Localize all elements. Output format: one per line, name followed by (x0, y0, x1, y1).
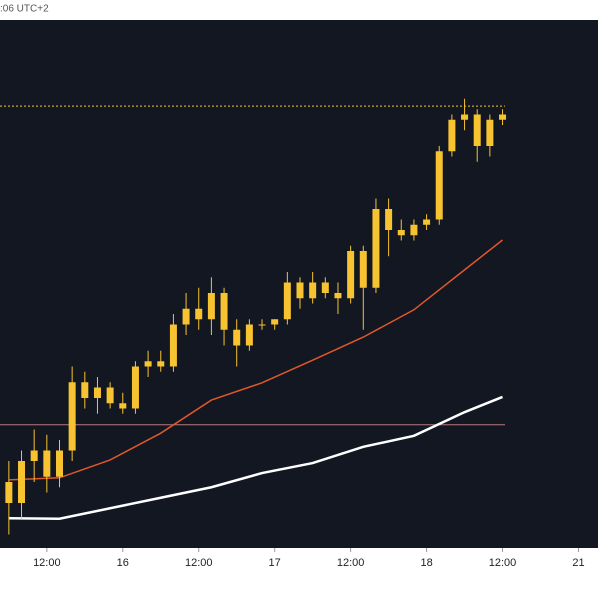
candle-body (448, 119, 456, 152)
candle-body (93, 387, 101, 398)
candle-body (119, 403, 127, 409)
candle-body (144, 361, 152, 367)
candle-body (499, 114, 507, 120)
candle-body (473, 114, 481, 146)
candle-body (334, 293, 342, 299)
candle-body (55, 450, 63, 477)
candle-body (245, 324, 253, 346)
candle-body (397, 230, 405, 236)
moving-average (8, 239, 503, 481)
candle-body (68, 382, 76, 451)
timezone-label: :06 UTC+2 (0, 4, 49, 15)
candle-body (195, 308, 203, 320)
candle-body (321, 282, 329, 293)
candle-body (435, 151, 443, 220)
candle-body (106, 387, 114, 404)
candle-body (18, 461, 26, 503)
x-tick-label: 17 (269, 557, 281, 569)
x-tick-label: 12:00 (33, 557, 61, 569)
candle-body (271, 319, 279, 325)
candle-body (359, 251, 367, 288)
candle-body (169, 324, 177, 367)
candle-body (283, 282, 291, 320)
candle-body (347, 251, 355, 299)
candle-body (182, 308, 190, 325)
moving-average (8, 395, 503, 521)
candle-body (461, 114, 469, 120)
candle-body (258, 324, 266, 326)
candle-body (131, 366, 139, 409)
x-tick-label: 18 (420, 557, 432, 569)
candle-body (220, 293, 228, 330)
candle-body (30, 450, 38, 461)
candle-body (486, 119, 494, 146)
x-tick-label: 12:00 (185, 557, 213, 569)
x-tick-label: 21 (572, 557, 584, 569)
candle-body (207, 293, 215, 320)
candle-body (43, 450, 51, 477)
candle-body (233, 329, 241, 346)
x-tick-label: 12:00 (489, 557, 517, 569)
candle-body (157, 361, 165, 367)
x-tick-label: 12:00 (337, 557, 365, 569)
candle-body (309, 282, 317, 299)
candle-body (423, 219, 431, 225)
candle-body (385, 209, 393, 230)
candle-body (296, 282, 304, 299)
candle-body (372, 209, 380, 288)
candle-body (81, 382, 89, 398)
candle-body (5, 482, 13, 503)
x-tick-label: 16 (117, 557, 129, 569)
candle-body (410, 224, 418, 236)
